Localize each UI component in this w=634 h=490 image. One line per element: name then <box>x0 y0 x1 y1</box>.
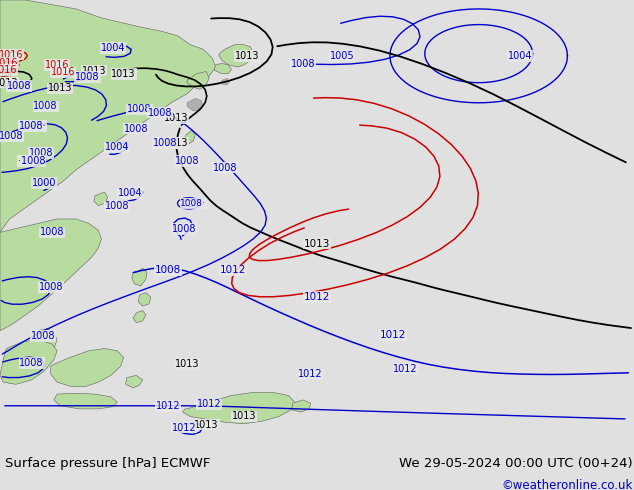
Text: 1004: 1004 <box>508 51 532 61</box>
Text: 1012: 1012 <box>156 401 180 411</box>
Text: Surface pressure [hPa] ECMWF: Surface pressure [hPa] ECMWF <box>5 457 210 470</box>
Text: 1008: 1008 <box>31 331 55 341</box>
Text: 1008·: 1008· <box>181 199 206 208</box>
Text: We 29-05-2024 00:00 UTC (00+24): We 29-05-2024 00:00 UTC (00+24) <box>399 457 633 470</box>
Polygon shape <box>138 293 151 306</box>
Text: 1013: 1013 <box>164 138 188 148</box>
Text: 1008: 1008 <box>172 224 196 234</box>
Text: 1008: 1008 <box>75 72 100 82</box>
Polygon shape <box>0 219 101 331</box>
Text: 1013: 1013 <box>112 69 136 79</box>
Polygon shape <box>187 72 209 89</box>
Text: 1013: 1013 <box>175 359 199 369</box>
Text: 1013: 1013 <box>0 78 18 88</box>
Text: 1004: 1004 <box>101 43 125 53</box>
Text: 1000: 1000 <box>32 178 56 188</box>
Polygon shape <box>35 328 57 360</box>
Text: 1004: 1004 <box>118 188 142 198</box>
Polygon shape <box>54 393 117 409</box>
Text: 1008: 1008 <box>148 108 172 118</box>
Text: 1016: 1016 <box>0 65 17 75</box>
Polygon shape <box>292 400 311 412</box>
Polygon shape <box>222 78 230 85</box>
Text: 1012: 1012 <box>299 369 323 379</box>
Text: 1008: 1008 <box>124 123 148 134</box>
Text: 1013: 1013 <box>232 412 256 421</box>
Text: 1008: 1008 <box>39 282 63 292</box>
Text: 1013: 1013 <box>304 239 330 248</box>
Text: 1013: 1013 <box>235 51 259 61</box>
Text: 1012: 1012 <box>172 423 196 433</box>
Text: 1016: 1016 <box>0 57 18 68</box>
Text: 1008: 1008 <box>29 148 53 158</box>
Text: 1008: 1008 <box>291 59 315 70</box>
Text: 1008: 1008 <box>153 138 177 148</box>
Text: 1008: 1008 <box>34 101 58 111</box>
Text: 1012: 1012 <box>197 399 221 410</box>
Polygon shape <box>126 375 143 388</box>
Polygon shape <box>0 0 216 232</box>
Text: 1008: 1008 <box>175 156 199 166</box>
Text: 1008: 1008 <box>7 81 31 91</box>
Text: 1012: 1012 <box>304 292 330 302</box>
Text: 1008·: 1008· <box>19 121 47 131</box>
Text: 1016: 1016 <box>0 49 23 59</box>
Text: 1008: 1008 <box>20 358 44 368</box>
Polygon shape <box>132 268 147 286</box>
Polygon shape <box>0 340 57 384</box>
Text: 1013: 1013 <box>48 83 72 94</box>
Polygon shape <box>183 392 295 424</box>
Text: 1008: 1008 <box>213 163 237 172</box>
Text: 1004: 1004 <box>105 143 129 152</box>
Text: 1016: 1016 <box>51 68 75 77</box>
Text: 1008: 1008 <box>40 227 64 237</box>
Text: 1016: 1016 <box>45 60 69 70</box>
Polygon shape <box>51 348 124 387</box>
Text: 1012: 1012 <box>394 364 418 374</box>
Text: 1005: 1005 <box>330 51 354 61</box>
Text: ·1008: ·1008 <box>18 156 46 166</box>
Text: 1008: 1008 <box>105 201 129 212</box>
Polygon shape <box>185 130 195 144</box>
Polygon shape <box>214 64 231 74</box>
Polygon shape <box>133 311 146 322</box>
Text: 1013: 1013 <box>195 419 219 430</box>
Text: 1012: 1012 <box>380 330 406 340</box>
Polygon shape <box>187 98 203 111</box>
Text: 1008: 1008 <box>127 104 152 115</box>
Text: 1008: 1008 <box>155 266 181 275</box>
Text: 1013: 1013 <box>164 113 188 123</box>
Text: ©weatheronline.co.uk: ©weatheronline.co.uk <box>501 479 633 490</box>
Polygon shape <box>94 192 108 206</box>
Text: 1013: 1013 <box>82 66 106 75</box>
Text: 1012: 1012 <box>220 266 247 275</box>
Polygon shape <box>219 45 254 67</box>
Text: 1008: 1008 <box>0 131 23 141</box>
